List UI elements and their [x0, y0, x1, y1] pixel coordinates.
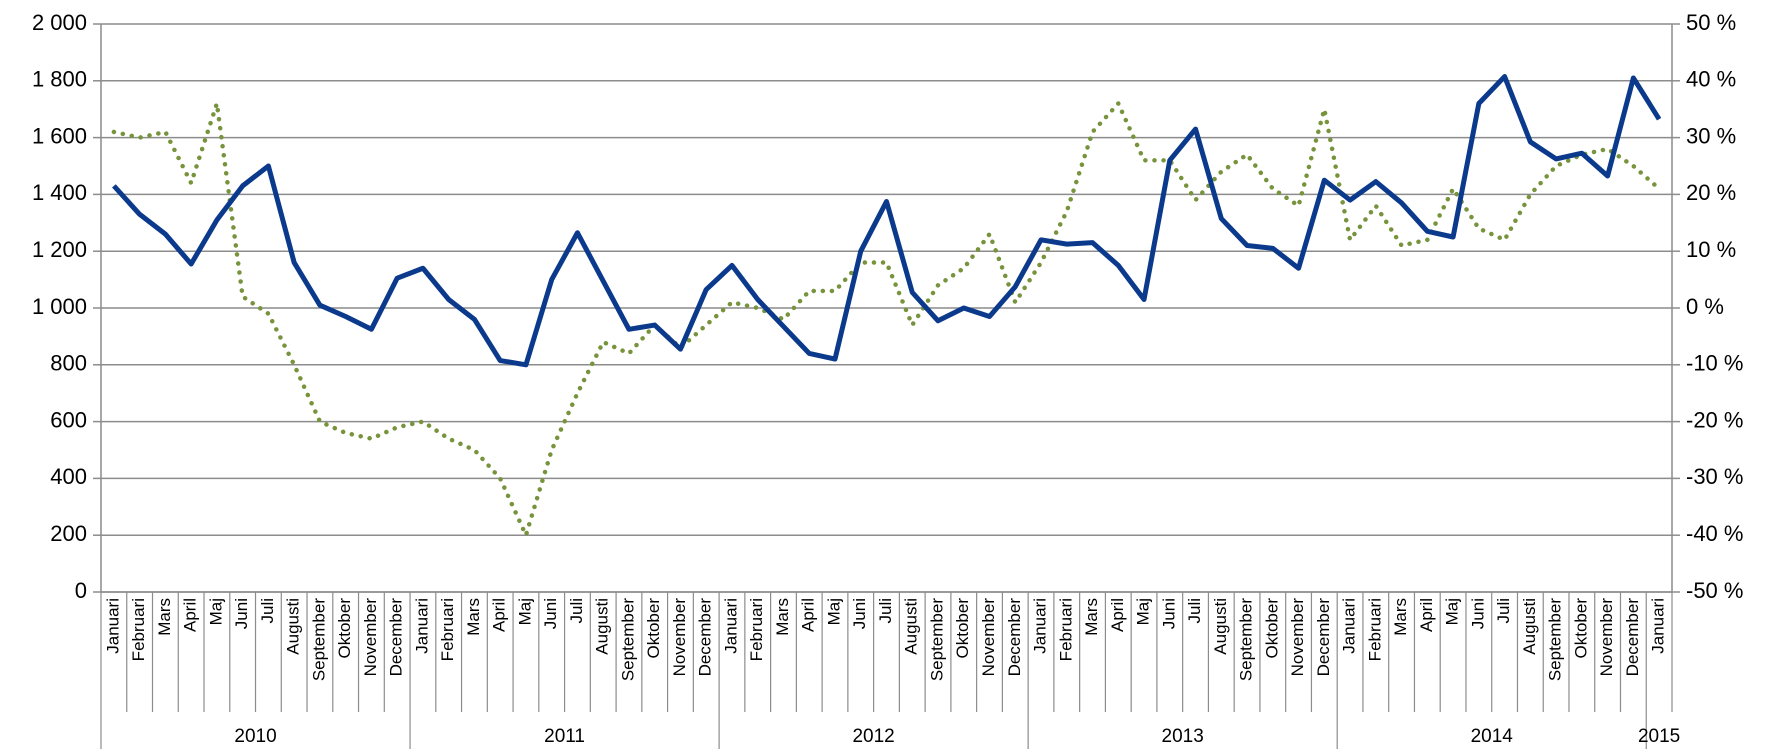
x-tick-label: Oktober — [953, 598, 972, 659]
y2-tick-label: 10 % — [1686, 237, 1736, 262]
x-tick-label: Juli — [258, 598, 277, 624]
y2-tick-label: -20 % — [1686, 407, 1743, 432]
x-group-label: 2015 — [1638, 726, 1680, 747]
x-tick-label: Maj — [1443, 598, 1462, 625]
x-group-label: 2013 — [1162, 726, 1204, 747]
y2-tick-label: -30 % — [1686, 464, 1743, 489]
x-tick-label: Mars — [1082, 598, 1101, 636]
x-tick-label: November — [979, 598, 998, 677]
x-tick-label: Augusti — [1520, 598, 1539, 655]
x-tick-label: Februari — [438, 598, 457, 661]
x-tick-label: September — [618, 598, 637, 681]
x-tick-label: Juli — [1494, 598, 1513, 624]
y2-tick-label: 0 % — [1686, 294, 1724, 319]
x-tick-label: Februari — [1056, 598, 1075, 661]
y-tick-label: 1 800 — [32, 67, 87, 92]
y-tick-label: 1 600 — [32, 123, 87, 148]
x-tick-label: Juni — [541, 598, 560, 629]
x-tick-label: Oktober — [1262, 598, 1281, 659]
x-tick-label: Juli — [1185, 598, 1204, 624]
x-tick-label: Mars — [464, 598, 483, 636]
x-tick-label: Oktober — [335, 598, 354, 659]
y2-tick-label: -10 % — [1686, 351, 1743, 376]
y-tick-label: 1 000 — [32, 294, 87, 319]
x-tick-label: Mars — [1391, 598, 1410, 636]
x-tick-label: November — [670, 598, 689, 677]
x-group-label: 2011 — [544, 726, 585, 747]
x-tick-label: Maj — [206, 598, 225, 625]
x-tick-label: Juli — [567, 598, 586, 624]
x-tick-label: Januari — [721, 598, 740, 654]
x-tick-label: September — [927, 598, 946, 681]
x-tick-label: April — [1108, 598, 1127, 632]
x-tick-label: Maj — [824, 598, 843, 625]
x-tick-label: December — [387, 598, 406, 677]
x-tick-label: April — [181, 598, 200, 632]
x-tick-label: Oktober — [644, 598, 663, 659]
x-tick-label: Februari — [129, 598, 148, 661]
y-tick-label: 600 — [50, 407, 87, 432]
x-tick-label: Februari — [1365, 598, 1384, 661]
x-tick-label: Juni — [850, 598, 869, 629]
x-tick-label: April — [799, 598, 818, 632]
x-tick-label: April — [1417, 598, 1436, 632]
y2-tick-label: 30 % — [1686, 123, 1736, 148]
y-tick-label: 2 000 — [32, 10, 87, 35]
x-tick-label: November — [1288, 598, 1307, 677]
y2-tick-label: -40 % — [1686, 521, 1743, 546]
y2-tick-label: 40 % — [1686, 67, 1736, 92]
x-group-label: 2012 — [852, 726, 894, 747]
x-tick-label: December — [1005, 598, 1024, 677]
y-tick-label: 800 — [50, 351, 87, 376]
x-tick-label: Januari — [1649, 598, 1668, 654]
x-tick-label: December — [696, 598, 715, 677]
y2-tick-label: 20 % — [1686, 180, 1736, 205]
x-tick-label: Januari — [103, 598, 122, 654]
x-group-label: 2014 — [1471, 726, 1514, 747]
x-tick-label: Juni — [1159, 598, 1178, 629]
x-tick-label: Juni — [1468, 598, 1487, 629]
x-tick-label: Januari — [412, 598, 431, 654]
data-line — [111, 101, 1662, 538]
y-tick-label: 200 — [50, 521, 87, 546]
x-tick-label: Augusti — [902, 598, 921, 655]
x-tick-label: September — [1546, 598, 1565, 681]
x-tick-label: December — [1623, 598, 1642, 677]
y-tick-label: 1 400 — [32, 180, 87, 205]
x-tick-label: November — [1597, 598, 1616, 677]
x-tick-label: Januari — [1031, 598, 1050, 654]
x-tick-label: Juli — [876, 598, 895, 624]
x-tick-label: Maj — [1134, 598, 1153, 625]
x-tick-label: September — [1237, 598, 1256, 681]
x-tick-label: Mars — [155, 598, 174, 636]
y-tick-label: 1 200 — [32, 237, 87, 262]
x-tick-label: November — [361, 598, 380, 677]
y2-tick-label: 50 % — [1686, 10, 1736, 35]
data-line — [112, 74, 1662, 368]
x-tick-label: Februari — [747, 598, 766, 661]
y-tick-label: 0 — [75, 578, 87, 603]
x-tick-label: Augusti — [1211, 598, 1230, 655]
x-tick-label: Augusti — [284, 598, 303, 655]
x-tick-label: Maj — [515, 598, 534, 625]
x-tick-label: Juni — [232, 598, 251, 629]
y-tick-label: 400 — [50, 464, 87, 489]
x-tick-label: Oktober — [1571, 598, 1590, 659]
x-tick-label: Augusti — [593, 598, 612, 655]
x-tick-label: September — [309, 598, 328, 681]
x-tick-label: Januari — [1340, 598, 1359, 654]
x-group-label: 2010 — [234, 726, 276, 747]
x-tick-label: December — [1314, 598, 1333, 677]
y2-tick-label: -50 % — [1686, 578, 1743, 603]
x-tick-label: Mars — [773, 598, 792, 636]
x-tick-label: April — [490, 598, 509, 632]
